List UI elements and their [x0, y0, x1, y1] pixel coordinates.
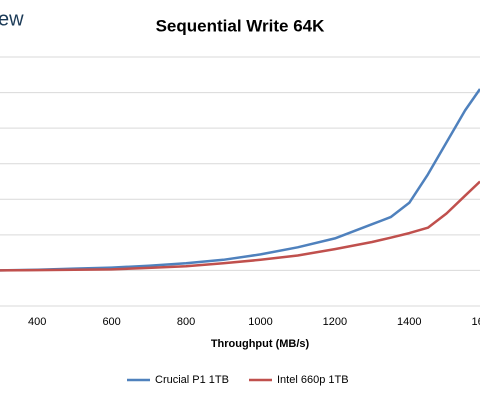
x-tick-label: 1600	[471, 316, 480, 328]
x-axis-label: Throughput (MB/s)	[211, 338, 310, 350]
line-series	[0, 180, 480, 272]
legend-label: Intel 660p 1TB	[277, 374, 349, 386]
legend-label: Crucial P1 1TB	[155, 374, 229, 386]
x-tick-label: 800	[177, 316, 195, 328]
chart-title: Sequential Write 64K	[156, 16, 326, 35]
x-tick-label: 600	[102, 316, 120, 328]
x-tick-label: 400	[28, 316, 46, 328]
logo: ew	[0, 8, 24, 30]
x-tick-label: 1000	[248, 316, 272, 328]
x-tick-label: 1200	[323, 316, 347, 328]
x-tick-label: 1400	[397, 316, 421, 328]
line-series	[0, 88, 480, 272]
